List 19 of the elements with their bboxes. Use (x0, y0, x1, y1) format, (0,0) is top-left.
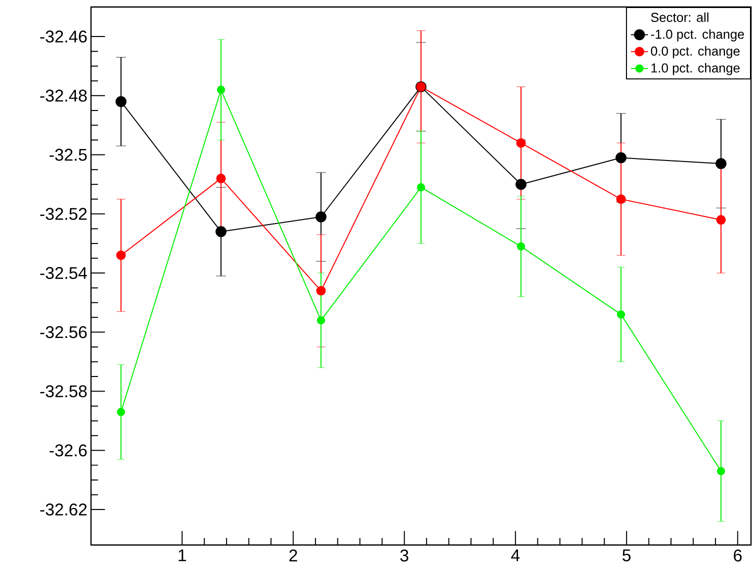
y-tick-label: -32.58 (40, 385, 87, 398)
y-tick-label: -32.48 (40, 90, 87, 102)
legend-label: 0.0 pct. change (650, 46, 740, 58)
y-tick-label: -32.62 (40, 504, 87, 516)
legend-label: 1.0 pct. change (651, 63, 740, 76)
y-tick-label: -32.46 (40, 30, 87, 43)
legend-title: Sector: all (651, 12, 708, 22)
x-tick-label: 4 (511, 550, 520, 562)
x-tick-label: 5 (622, 550, 631, 562)
legend-label: -1.0 pct. change (651, 29, 744, 42)
y-tick-label: -32.5 (50, 148, 87, 161)
x-tick-label: 3 (400, 550, 408, 562)
y-tick-label: -32.6 (50, 444, 87, 456)
x-tick-label: 6 (734, 550, 742, 562)
x-tick-label: 2 (289, 550, 298, 562)
y-tick-label: -32.52 (40, 208, 87, 220)
x-tick-label: 1 (178, 550, 186, 562)
y-tick-label: -32.56 (40, 326, 87, 338)
y-tick-label: -32.54 (40, 267, 87, 280)
